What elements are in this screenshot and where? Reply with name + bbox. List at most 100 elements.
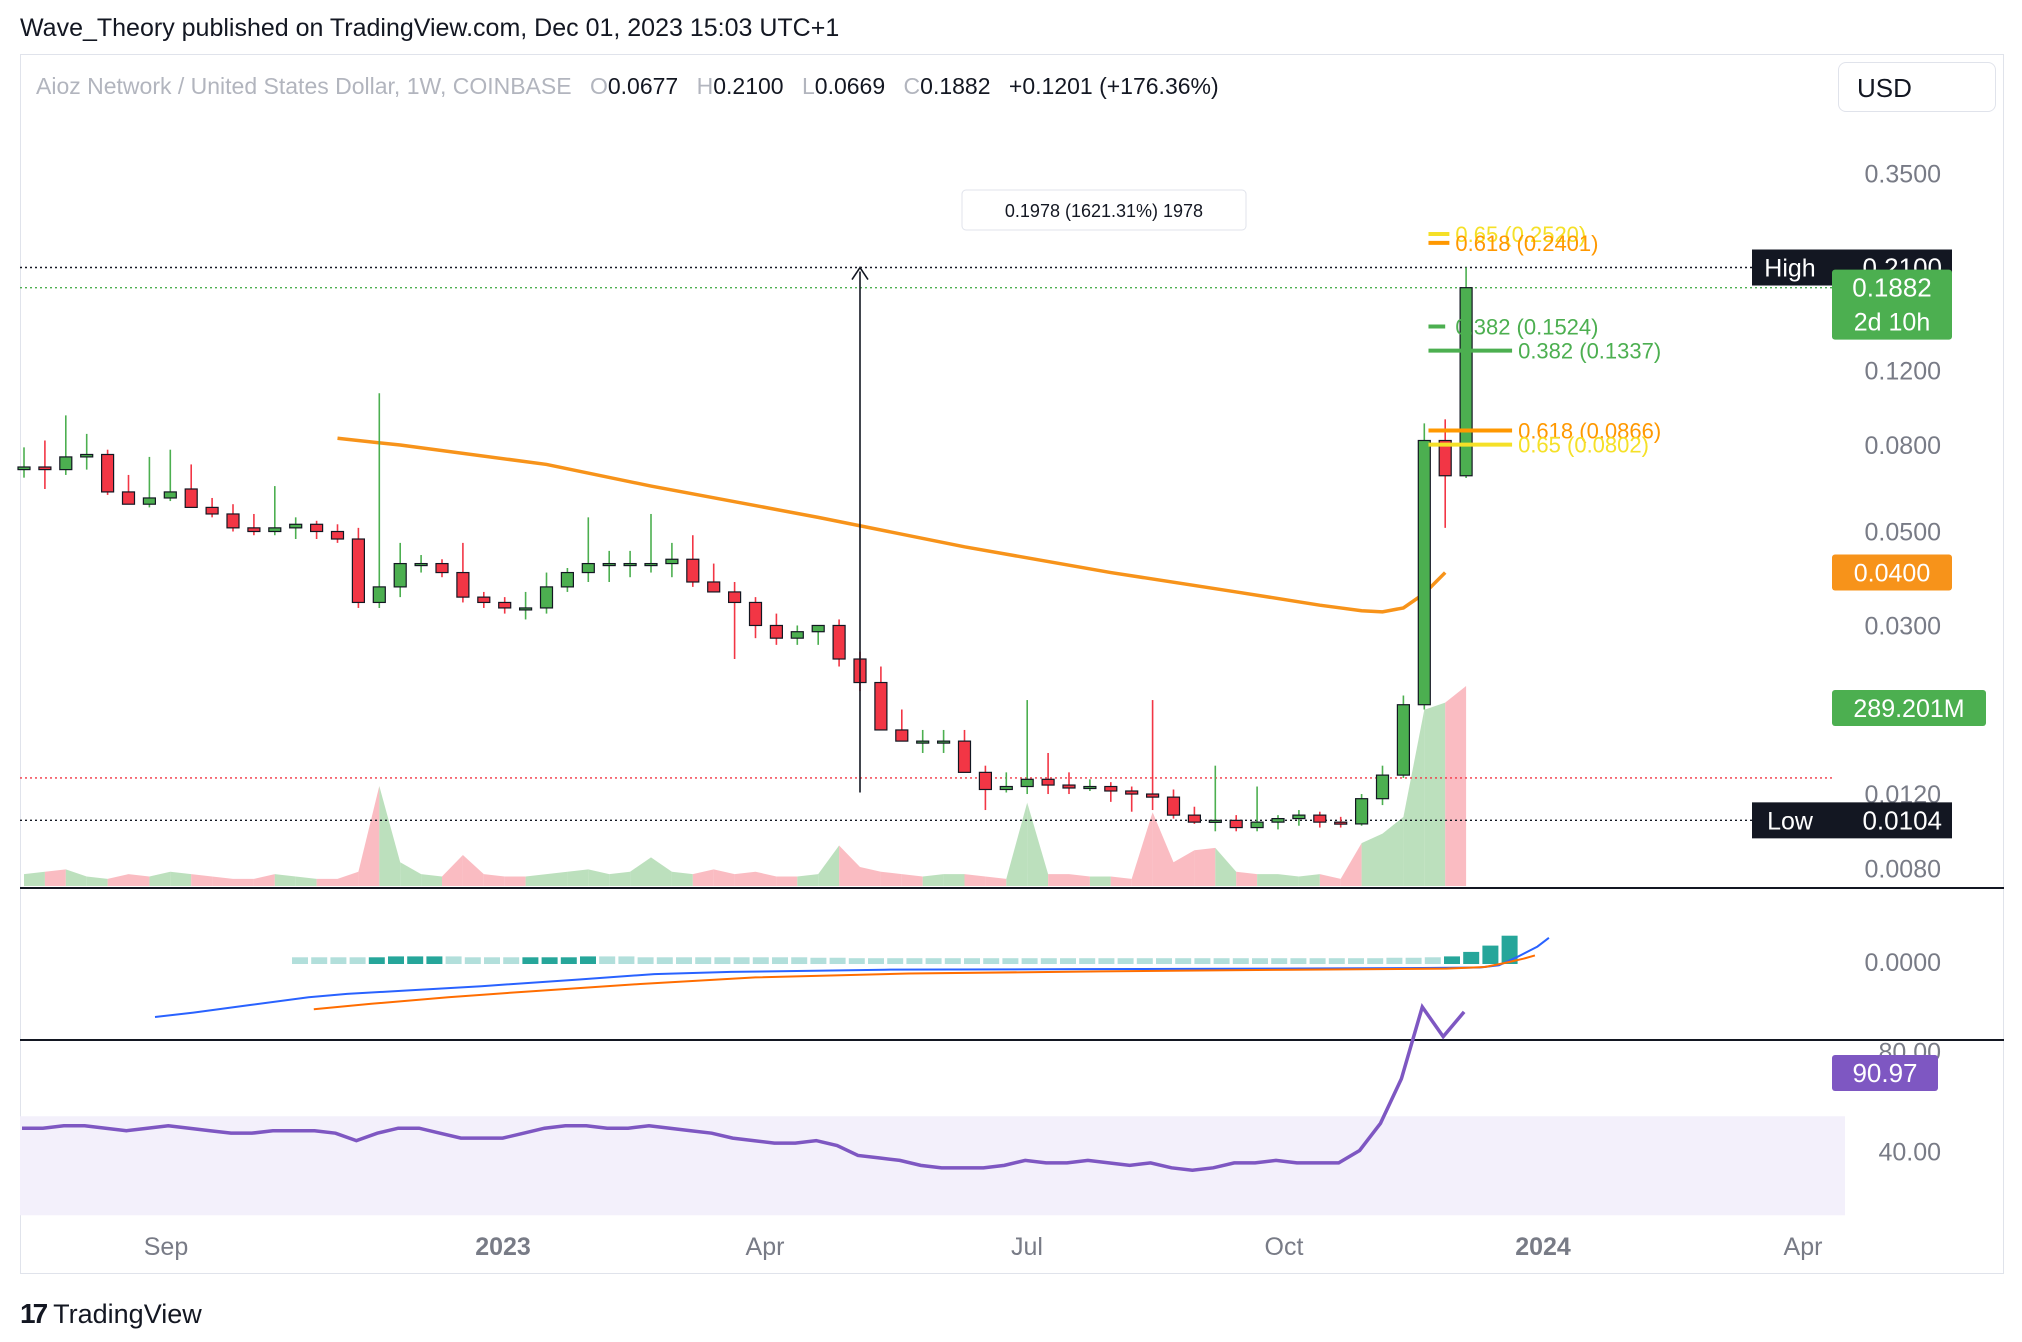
volume-area xyxy=(651,857,672,886)
candle xyxy=(100,449,115,495)
candle xyxy=(414,555,428,573)
candle xyxy=(1375,765,1390,806)
volume-area xyxy=(922,874,944,886)
volume-area xyxy=(316,878,338,886)
candle-body xyxy=(163,491,177,499)
macd-histogram-bar xyxy=(541,957,558,964)
volume-area xyxy=(1194,847,1216,886)
candle xyxy=(268,486,282,536)
candle xyxy=(936,729,951,753)
candle xyxy=(1062,772,1076,795)
macd-histogram-bar xyxy=(791,957,808,964)
volume-area xyxy=(233,878,254,886)
volume-area xyxy=(421,874,442,886)
candle xyxy=(686,535,700,587)
candle xyxy=(560,568,575,592)
publish-header: Wave_Theory published on TradingView.com… xyxy=(20,14,840,42)
macd-histogram-bar xyxy=(772,957,788,964)
macd-histogram-bar xyxy=(330,957,347,964)
candle xyxy=(790,625,804,645)
macd-histogram-bar xyxy=(1290,958,1307,964)
candle xyxy=(1166,789,1181,819)
volume-area xyxy=(588,869,610,886)
macd-histogram-bar xyxy=(1309,958,1326,964)
ema-tag-bg xyxy=(1832,554,1952,591)
currency-selector[interactable]: USD xyxy=(1838,62,1996,112)
candle xyxy=(1041,752,1055,795)
macd-histogram-bar xyxy=(906,958,923,964)
macd-histogram-bar xyxy=(1405,957,1422,964)
candle-body xyxy=(1250,821,1264,829)
candle xyxy=(1208,765,1222,832)
candle-body xyxy=(1041,778,1055,786)
macd-histogram-bar xyxy=(1040,958,1057,964)
symbol-name: Aioz Network / United States Dollar, 1W,… xyxy=(36,73,572,99)
high-label: H xyxy=(696,73,714,99)
candle xyxy=(727,581,742,660)
volume-area xyxy=(1006,802,1028,886)
volume-area xyxy=(253,874,275,886)
candle xyxy=(665,542,679,578)
macd-histogram-bar xyxy=(1002,958,1019,964)
candle-body xyxy=(310,523,324,533)
macd-signal-line xyxy=(313,954,1536,1011)
volume-area xyxy=(462,855,484,886)
volume-area xyxy=(1110,876,1132,886)
macd-histogram-bar xyxy=(695,957,712,964)
time-axis-tick: Apr xyxy=(1784,1233,1823,1261)
macd-histogram-bar xyxy=(1424,957,1441,964)
volume-area xyxy=(1215,847,1237,886)
candle xyxy=(38,440,52,489)
last-price-tag-bg xyxy=(1832,269,1952,340)
candle-body xyxy=(393,562,407,588)
tradingview-logo[interactable]: 17 TradingView xyxy=(20,1298,202,1330)
fib-level-label: 0.65 (0.0802) xyxy=(1518,433,1649,458)
candle-body xyxy=(268,527,282,533)
candle-body xyxy=(999,785,1013,791)
volume-area xyxy=(671,871,693,886)
macd-histogram-bar xyxy=(1213,958,1230,964)
measure-arrow-head xyxy=(851,266,869,280)
candle-body xyxy=(477,596,491,604)
candle xyxy=(811,624,825,645)
candle-body xyxy=(1334,821,1348,825)
volume-area xyxy=(1340,843,1362,886)
candle xyxy=(999,772,1013,793)
volume-area xyxy=(1445,686,1467,886)
volume-area xyxy=(734,871,756,886)
candle-body xyxy=(686,558,700,583)
ema-tag: 0.0400 xyxy=(1854,560,1930,588)
time-axis-tick: 2023 xyxy=(475,1233,531,1261)
candle-body xyxy=(17,466,31,471)
macd-axis-tick: 0.0000 xyxy=(1865,949,1941,977)
candle xyxy=(1354,794,1369,826)
volume-area xyxy=(44,869,66,886)
candle xyxy=(1125,786,1139,812)
macd-histogram-bar xyxy=(580,956,596,964)
macd-histogram-bar xyxy=(1117,958,1134,964)
candle xyxy=(80,433,94,470)
volume-area xyxy=(400,862,422,886)
macd-histogram-bar xyxy=(599,956,616,964)
volume-area xyxy=(295,876,317,886)
candle-body xyxy=(351,538,365,604)
macd-histogram-bar xyxy=(1079,958,1096,964)
macd-histogram-bar xyxy=(618,956,635,964)
candle xyxy=(1313,811,1327,828)
volume-area xyxy=(818,845,840,886)
macd-histogram-bar xyxy=(1386,957,1403,964)
macd-histogram-bar xyxy=(1501,935,1518,964)
candle xyxy=(623,550,637,578)
candle-body xyxy=(226,513,240,529)
rsi-tag: 90.97 xyxy=(1852,1058,1917,1088)
volume-area xyxy=(65,869,87,886)
macd-histogram-bar xyxy=(1060,958,1076,964)
macd-histogram-bar xyxy=(1482,945,1499,964)
macd-histogram-bar xyxy=(810,957,827,964)
volume-tag: 289.201M xyxy=(1853,695,1964,723)
macd-histogram-bar xyxy=(1367,958,1384,964)
candle xyxy=(769,613,784,645)
bar-countdown: 2d 10h xyxy=(1854,309,1930,337)
volume-tag-bg xyxy=(1832,690,1986,726)
